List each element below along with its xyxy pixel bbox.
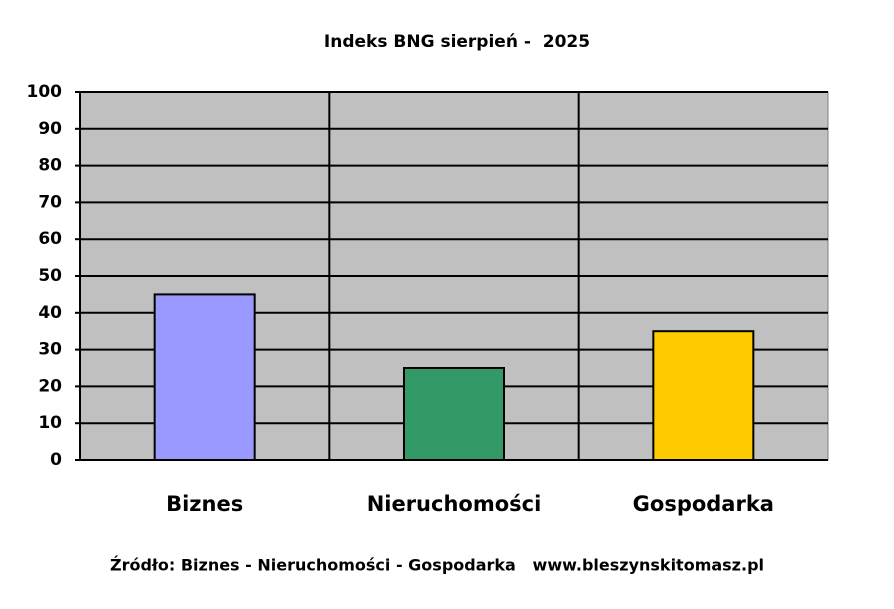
marks [153, 293, 755, 462]
y-tick-label: 100 [27, 82, 63, 102]
bar [153, 293, 256, 461]
y-tick-label: 60 [38, 229, 62, 249]
bar [652, 330, 755, 462]
x-tick-label: Gospodarka [633, 492, 774, 516]
y-tick-label: 90 [38, 119, 62, 139]
y-tick-label: 0 [50, 450, 62, 470]
bar [403, 367, 505, 461]
source-note: Źródło: Biznes - Nieruchomości - Gospoda… [110, 556, 764, 575]
y-tick-label: 10 [38, 413, 62, 433]
y-tick-label: 20 [38, 376, 62, 396]
y-tick-label: 40 [38, 303, 62, 323]
y-tick-label: 70 [38, 192, 62, 212]
y-tick-label: 30 [38, 340, 62, 360]
y-tick-label: 50 [38, 266, 62, 286]
y-tick-label: 80 [38, 156, 62, 176]
x-tick-label: Biznes [166, 492, 243, 516]
chart-title: Indeks BNG sierpień - 2025 [324, 32, 590, 52]
x-tick-label: Nieruchomości [367, 492, 542, 516]
